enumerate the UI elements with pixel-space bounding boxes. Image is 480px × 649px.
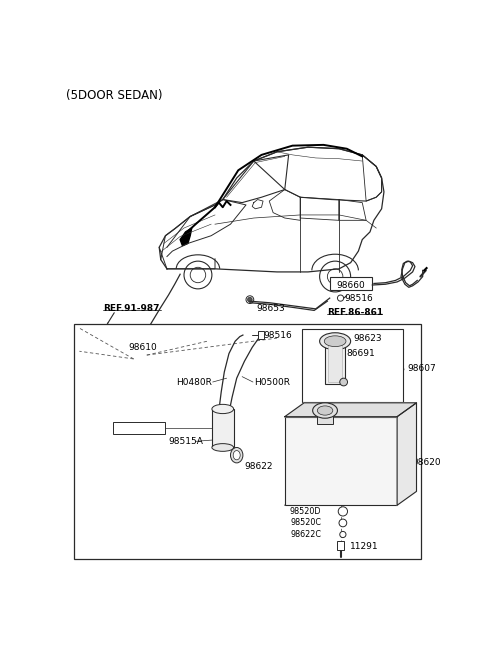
Bar [74,324,421,559]
Ellipse shape [324,336,346,347]
Text: 86691: 86691 [347,349,375,358]
Bar [302,329,403,402]
Circle shape [190,267,206,283]
Circle shape [339,519,347,527]
Polygon shape [397,403,417,505]
Text: 98701: 98701 [376,424,405,434]
Circle shape [246,296,254,304]
Circle shape [338,507,348,516]
Bar [330,276,372,290]
Text: 98660: 98660 [336,280,365,289]
Ellipse shape [233,450,240,459]
Ellipse shape [317,406,333,415]
Text: REF.91-987: REF.91-987 [103,304,159,313]
Circle shape [327,269,343,284]
Text: 98515A: 98515A [168,437,204,446]
Bar [285,417,397,505]
Circle shape [320,261,350,292]
Ellipse shape [212,444,234,451]
Polygon shape [285,403,417,417]
Text: 98610: 98610 [128,343,157,352]
Bar [113,422,166,434]
Text: 98653: 98653 [256,304,285,313]
Circle shape [184,261,212,289]
Text: 98622C: 98622C [290,530,321,539]
Text: REF.86-861: REF.86-861 [327,308,384,317]
Text: 98622: 98622 [244,462,273,471]
Bar [212,409,234,447]
Text: 11291: 11291 [350,541,378,550]
Bar [317,409,333,424]
Bar [336,541,345,550]
Text: 98607: 98607 [407,365,436,373]
Polygon shape [180,228,192,246]
Circle shape [340,532,346,537]
Bar [328,343,342,382]
Ellipse shape [312,403,337,418]
Text: 98516: 98516 [263,332,292,340]
Ellipse shape [212,404,234,413]
Text: H0480R: H0480R [176,378,212,387]
Ellipse shape [230,447,243,463]
Circle shape [340,378,348,386]
Ellipse shape [320,333,350,350]
Text: 98520C: 98520C [290,519,321,528]
Bar [258,331,264,339]
Text: 98520D: 98520D [289,507,321,516]
Text: 98623: 98623 [353,334,382,343]
Text: (5DOOR SEDAN): (5DOOR SEDAN) [66,89,163,102]
Bar [325,341,345,384]
Circle shape [337,295,344,301]
Text: 98620: 98620 [413,458,441,467]
Text: 98516: 98516 [345,293,373,302]
Text: H0500R: H0500R [254,378,290,387]
Text: 98510A: 98510A [121,424,156,433]
Circle shape [248,297,252,302]
